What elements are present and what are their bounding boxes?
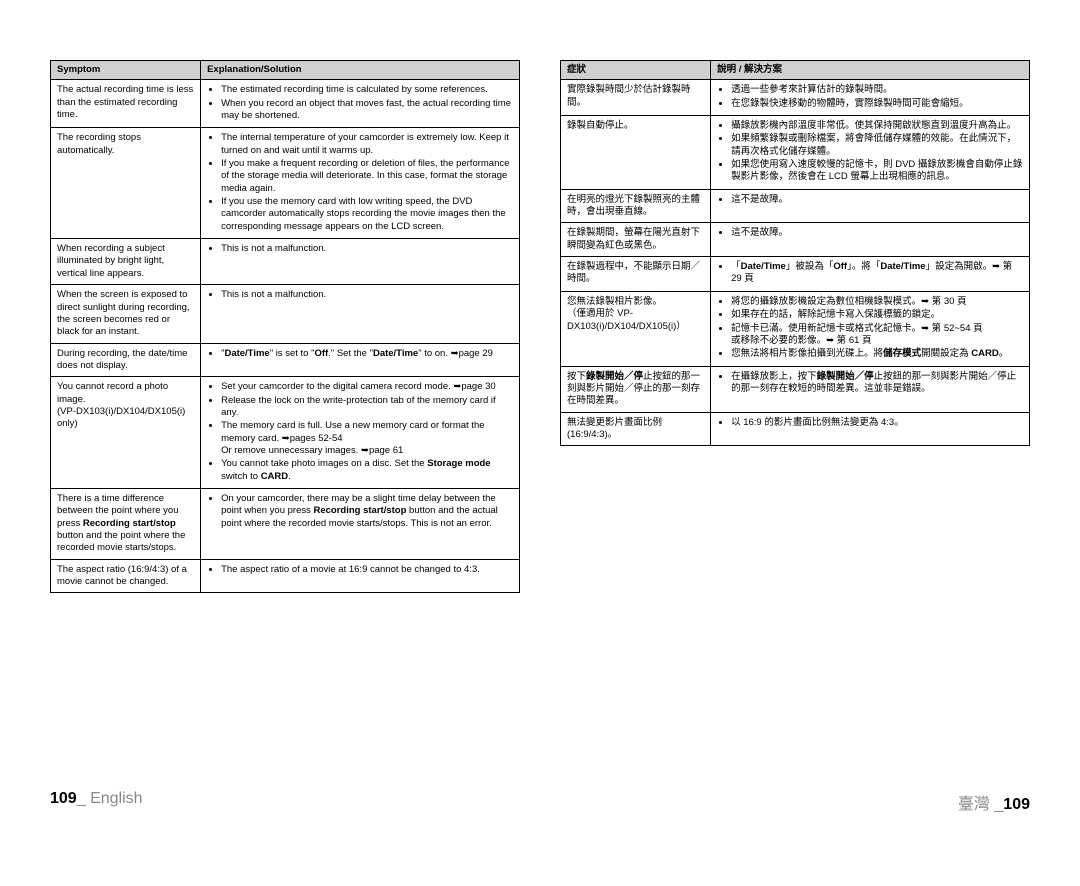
table-row: 在明亮的燈光下錄製照亮的主體時，會出現垂直線。 這不是故障。	[561, 189, 1030, 223]
solution-item: 以 16:9 的影片畫面比例無法變更為 4:3。	[731, 417, 1023, 429]
footer-right: 臺灣 _109	[958, 790, 1030, 814]
troubleshoot-table-zh: 症狀 說明 / 解決方案 實際錄製時間少於估計錄製時間。透過一些參考來計算估計的…	[560, 60, 1030, 446]
solution-cell: On your camcorder, there may be a slight…	[201, 488, 520, 559]
symptom-cell: 錄製自動停止。	[561, 116, 711, 190]
solution-cell: "Date/Time" is set to "Off." Set the "Da…	[201, 343, 520, 377]
solution-item: This is not a malfunction.	[221, 289, 513, 301]
solution-item: 這不是故障。	[731, 227, 1023, 239]
symptom-cell: The recording stops automatically.	[51, 128, 201, 239]
symptom-cell: 在明亮的燈光下錄製照亮的主體時，會出現垂直線。	[561, 189, 711, 223]
solution-cell: This is not a malfunction.	[201, 239, 520, 285]
solution-item: 如果您使用寫入速度較慢的記憶卡，則 DVD 攝錄放影機會自動停止錄製影片影像，然…	[731, 159, 1023, 184]
solution-cell: The estimated recording time is calculat…	[201, 80, 520, 128]
table-row: During recording, the date/time does not…	[51, 343, 520, 377]
symptom-cell: You cannot record a photo image.(VP-DX10…	[51, 377, 201, 489]
footer-lang-left: English	[90, 790, 142, 807]
table-row: When recording a subject illuminated by …	[51, 239, 520, 285]
footer-left: 109_ English	[50, 790, 143, 814]
solution-item: If you make a frequent recording or dele…	[221, 158, 513, 195]
th-symptom-en: Symptom	[51, 61, 201, 80]
symptom-cell: When recording a subject illuminated by …	[51, 239, 201, 285]
table-row: The recording stops automatically. The in…	[51, 128, 520, 239]
symptom-cell: There is a time difference between the p…	[51, 488, 201, 559]
solution-cell: The internal temperature of your camcord…	[201, 128, 520, 239]
solution-cell: This is not a malfunction.	[201, 285, 520, 343]
right-column: 症狀 說明 / 解決方案 實際錄製時間少於估計錄製時間。透過一些參考來計算估計的…	[560, 60, 1030, 750]
solution-item: 透過一些參考來計算估計的錄製時間。	[731, 84, 1023, 96]
table-row: 錄製自動停止。攝錄放影機內部溫度非常低。使其保持開啟狀態直到溫度升高為止。如果頻…	[561, 116, 1030, 190]
th-solution-zh: 說明 / 解決方案	[711, 61, 1030, 80]
footer-lang-right: 臺灣	[958, 796, 990, 813]
page-number-right: 109	[1003, 796, 1030, 813]
table-row: 按下錄製開始／停止按鈕的那一刻與影片開始／停止的那一刻存在時間差異。在攝錄放影上…	[561, 366, 1030, 412]
table-row: The actual recording time is less than t…	[51, 80, 520, 128]
solution-cell: 這不是故障。	[711, 189, 1030, 223]
solution-cell: The aspect ratio of a movie at 16:9 cann…	[201, 559, 520, 593]
table-row: 實際錄製時間少於估計錄製時間。透過一些參考來計算估計的錄製時間。在您錄製快速移動…	[561, 80, 1030, 116]
symptom-cell: 您無法錄製相片影像。（僅適用於 VP-DX103(i)/DX104/DX105(…	[561, 291, 711, 366]
solution-item: 在您錄製快速移動的物體時，實際錄製時間可能會縮短。	[731, 98, 1023, 110]
solution-cell: 這不是故障。	[711, 223, 1030, 257]
solution-item: The aspect ratio of a movie at 16:9 cann…	[221, 564, 513, 576]
solution-cell: 以 16:9 的影片畫面比例無法變更為 4:3。	[711, 412, 1030, 446]
table-row: When the screen is exposed to direct sun…	[51, 285, 520, 343]
symptom-cell: The actual recording time is less than t…	[51, 80, 201, 128]
symptom-cell: 在錄製期間，螢幕在陽光直射下瞬間變為紅色或黑色。	[561, 223, 711, 257]
th-symptom-zh: 症狀	[561, 61, 711, 80]
solution-item: 如果頻繁錄製或刪除檔案，將會降低儲存媒體的效能。在此情況下，請再次格式化儲存媒體…	[731, 133, 1023, 158]
solution-item: When you record an object that moves fas…	[221, 98, 513, 123]
table-row: The aspect ratio (16:9/4:3) of a movie c…	[51, 559, 520, 593]
solution-item: This is not a malfunction.	[221, 243, 513, 255]
solution-item: The internal temperature of your camcord…	[221, 132, 513, 157]
table-row: There is a time difference between the p…	[51, 488, 520, 559]
table-row: 您無法錄製相片影像。（僅適用於 VP-DX103(i)/DX104/DX105(…	[561, 291, 1030, 366]
symptom-cell: During recording, the date/time does not…	[51, 343, 201, 377]
troubleshoot-table-en: Symptom Explanation/Solution The actual …	[50, 60, 520, 593]
page-number-left: 109	[50, 790, 77, 807]
solution-item: 這不是故障。	[731, 194, 1023, 206]
page: Symptom Explanation/Solution The actual …	[0, 0, 1080, 790]
table-row: 無法變更影片畫面比例 (16:9/4:3)。 以 16:9 的影片畫面比例無法變更…	[561, 412, 1030, 446]
symptom-cell: When the screen is exposed to direct sun…	[51, 285, 201, 343]
solution-item: 攝錄放影機內部溫度非常低。使其保持開啟狀態直到溫度升高為止。	[731, 120, 1023, 132]
solution-cell: 將您的攝錄放影機設定為數位相機錄製模式。➥ 第 30 頁如果存在的話，解除記憶卡…	[711, 291, 1030, 366]
page-footer: 109_ English 臺灣 _109	[0, 790, 1080, 814]
symptom-cell: 無法變更影片畫面比例 (16:9/4:3)。	[561, 412, 711, 446]
symptom-cell: 在錄製過程中，不能顯示日期／時間。	[561, 257, 711, 292]
solution-cell: 在攝錄放影上，按下錄製開始／停止按鈕的那一刻與影片開始／停止的那一刻存在較短的時…	[711, 366, 1030, 412]
table-row: 在錄製期間，螢幕在陽光直射下瞬間變為紅色或黑色。 這不是故障。	[561, 223, 1030, 257]
solution-item: The estimated recording time is calculat…	[221, 84, 513, 96]
solution-cell: 攝錄放影機內部溫度非常低。使其保持開啟狀態直到溫度升高為止。如果頻繁錄製或刪除檔…	[711, 116, 1030, 190]
symptom-cell: 實際錄製時間少於估計錄製時間。	[561, 80, 711, 116]
table-row: 在錄製過程中，不能顯示日期／時間。「Date/Time」被設為「Off」。將「D…	[561, 257, 1030, 292]
solution-cell: 「Date/Time」被設為「Off」。將「Date/Time」設定為開啟。➥ …	[711, 257, 1030, 292]
solution-cell: 透過一些參考來計算估計的錄製時間。在您錄製快速移動的物體時，實際錄製時間可能會縮…	[711, 80, 1030, 116]
symptom-cell: The aspect ratio (16:9/4:3) of a movie c…	[51, 559, 201, 593]
th-solution-en: Explanation/Solution	[201, 61, 520, 80]
solution-item: If you use the memory card with low writ…	[221, 196, 513, 233]
solution-cell: Set your camcorder to the digital camera…	[201, 377, 520, 489]
left-column: Symptom Explanation/Solution The actual …	[50, 60, 520, 750]
symptom-cell: 按下錄製開始／停止按鈕的那一刻與影片開始／停止的那一刻存在時間差異。	[561, 366, 711, 412]
table-row: You cannot record a photo image.(VP-DX10…	[51, 377, 520, 489]
